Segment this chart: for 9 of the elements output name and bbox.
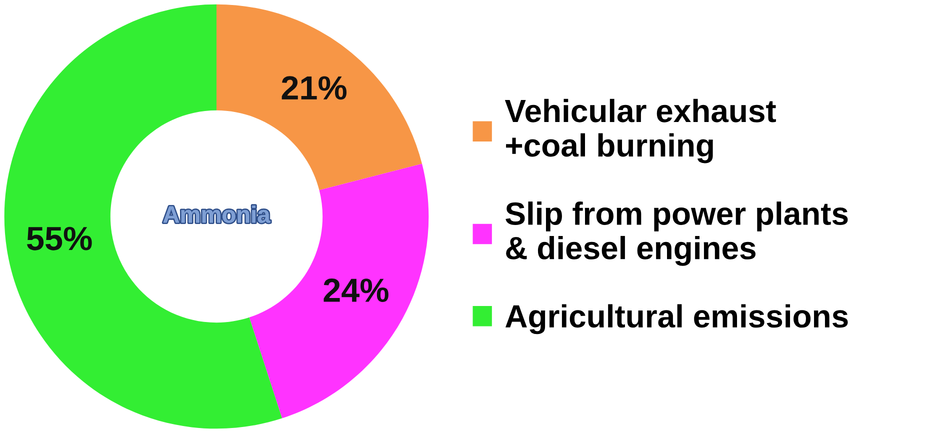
legend-label: Vehicular exhaust +coal burning [504,98,776,164]
data-label: 21% [282,76,347,100]
legend-label: Slip from power plants & diesel engines [506,202,848,266]
legend-label: Agricultural emissions [505,304,848,334]
data-label: 55% [27,226,92,250]
data-label: 24% [324,278,388,302]
text: Ammonia [163,205,270,223]
donut-slice [216,4,422,190]
donut-slice [4,4,282,429]
